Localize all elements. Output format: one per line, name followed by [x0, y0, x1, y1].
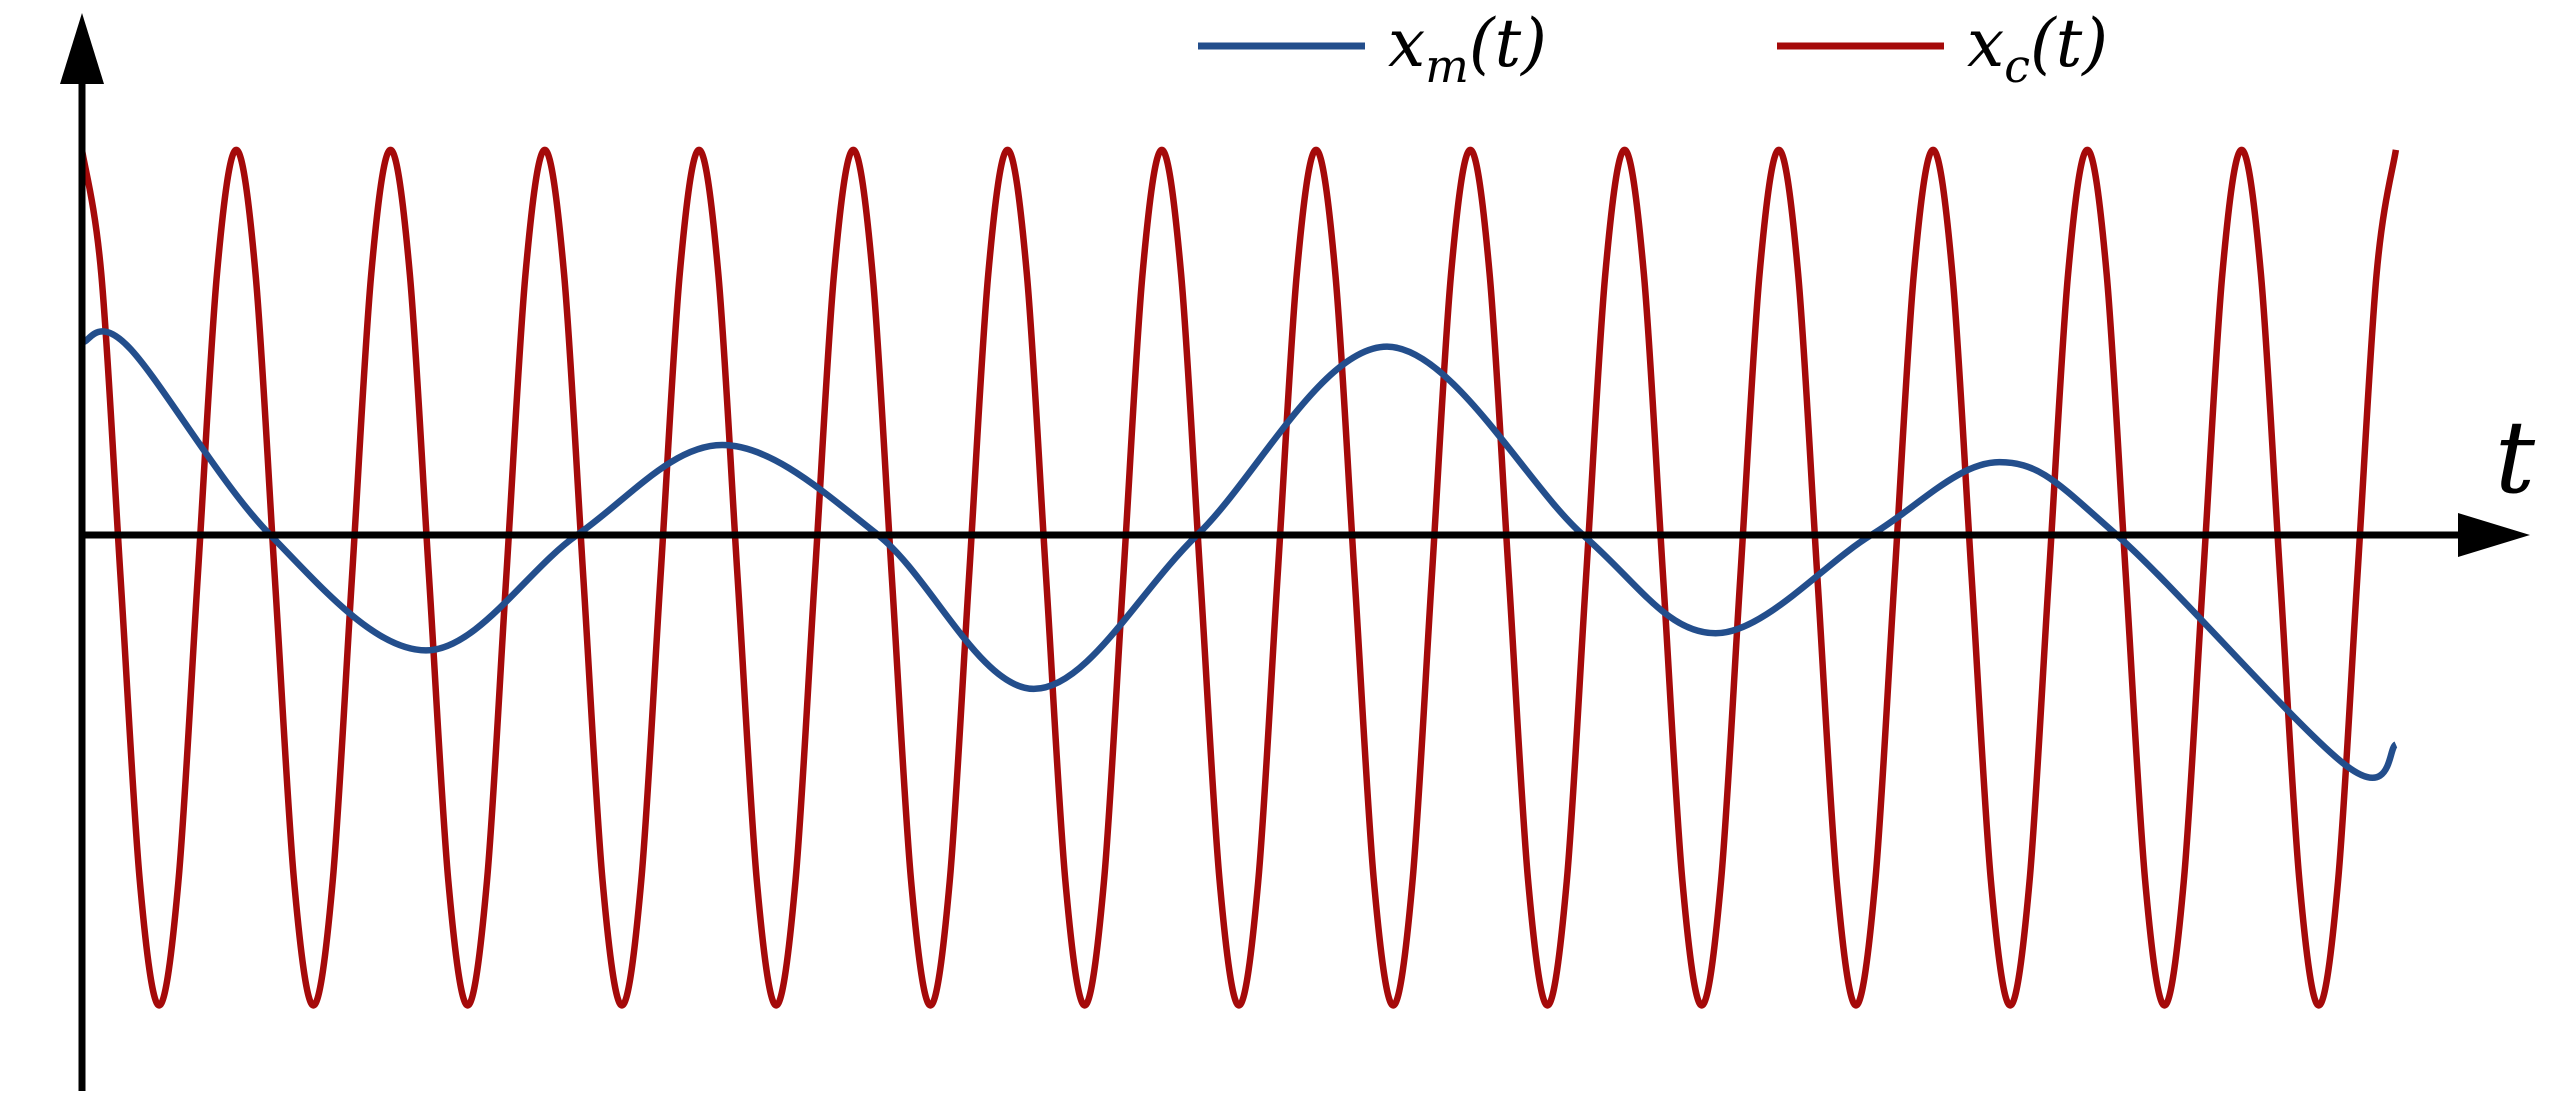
- axes: [60, 13, 2530, 1091]
- x-axis-label: t: [2495, 399, 2536, 516]
- x-axis-arrow: [2458, 513, 2530, 557]
- plot-area: [78, 146, 2400, 1009]
- legend-label: xc(t): [1967, 5, 2108, 93]
- legend-label: xm(t): [1388, 5, 1547, 93]
- series-line: [81, 328, 2399, 781]
- legend: xm(t) xc(t): [1198, 5, 2108, 93]
- y-axis-arrow: [60, 13, 104, 84]
- series-line: [78, 146, 2400, 1009]
